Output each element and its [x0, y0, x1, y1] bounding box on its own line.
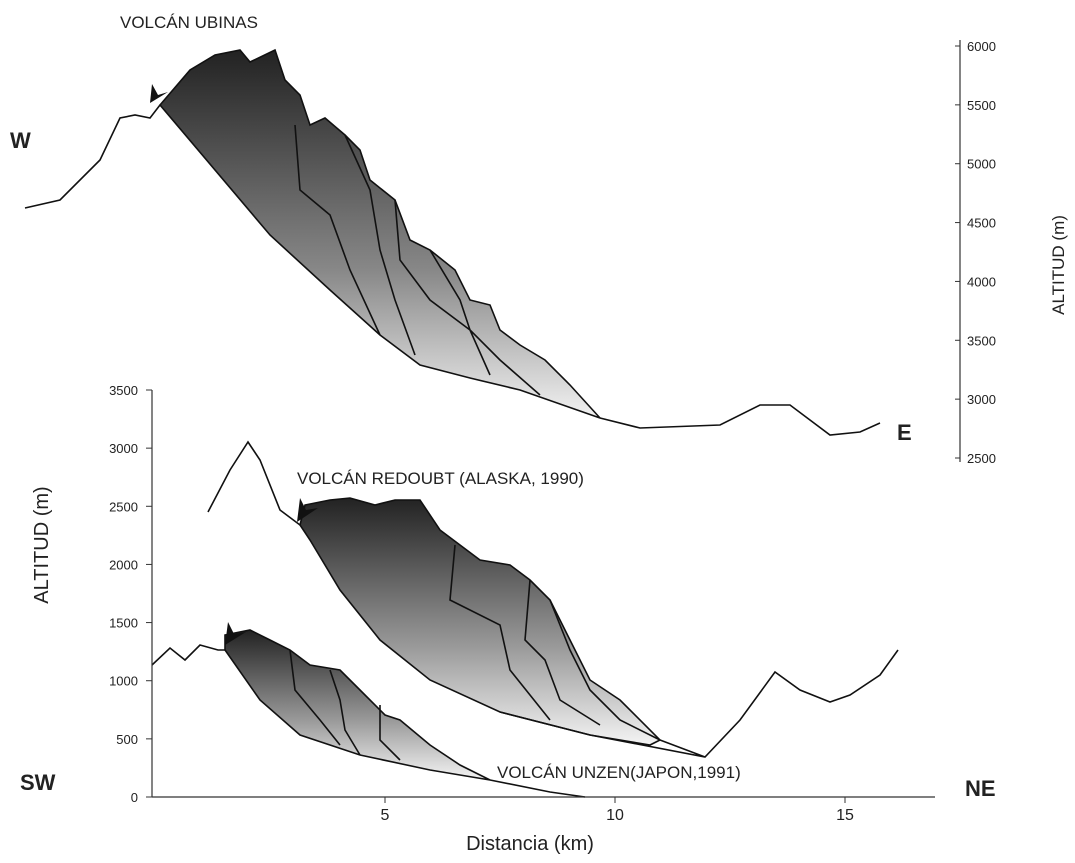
- tick-label: 1500: [109, 616, 138, 631]
- tick-label: 500: [116, 732, 138, 747]
- east-label: E: [897, 420, 912, 445]
- axes: [151, 40, 961, 798]
- southwest-label: SW: [20, 770, 56, 795]
- tick-label: 3500: [967, 333, 996, 348]
- tick-label: 6000: [967, 39, 996, 54]
- ubinas-title: VOLCÁN UBINAS: [120, 13, 258, 32]
- northeast-label: NE: [965, 776, 996, 801]
- tick-label: 2500: [109, 499, 138, 514]
- tick-label: 4000: [967, 274, 996, 289]
- tick-label: 3500: [109, 383, 138, 398]
- left-axis-label: ALTITUD (m): [31, 486, 53, 603]
- redoubt-profile: [207, 440, 899, 758]
- unzen-profile: [151, 629, 586, 798]
- tick-label: 5: [381, 807, 390, 824]
- vent-arrows: [150, 84, 318, 645]
- tick-label: 5500: [967, 98, 996, 113]
- tick-label: 2000: [109, 557, 138, 572]
- tick-label: 0: [131, 790, 138, 805]
- tick-label: 1000: [109, 674, 138, 689]
- tick-label: 3000: [109, 441, 138, 456]
- tick-label: 10: [606, 807, 624, 824]
- tick-label: 15: [836, 807, 854, 824]
- tick-label: 4500: [967, 216, 996, 231]
- tick-label: 2500: [967, 451, 996, 466]
- unzen-label: VOLCÁN UNZEN(JAPON,1991): [497, 763, 741, 782]
- right-axis-label: ALTITUD (m): [1049, 215, 1068, 315]
- west-label: W: [10, 128, 31, 153]
- ubinas-profile: [24, 48, 881, 436]
- tick-label: 5000: [967, 157, 996, 172]
- x-axis-label: Distancia (km): [466, 833, 594, 855]
- tick-label: 3000: [967, 392, 996, 407]
- redoubt-label: VOLCÁN REDOUBT (ALASKA, 1990): [297, 469, 584, 488]
